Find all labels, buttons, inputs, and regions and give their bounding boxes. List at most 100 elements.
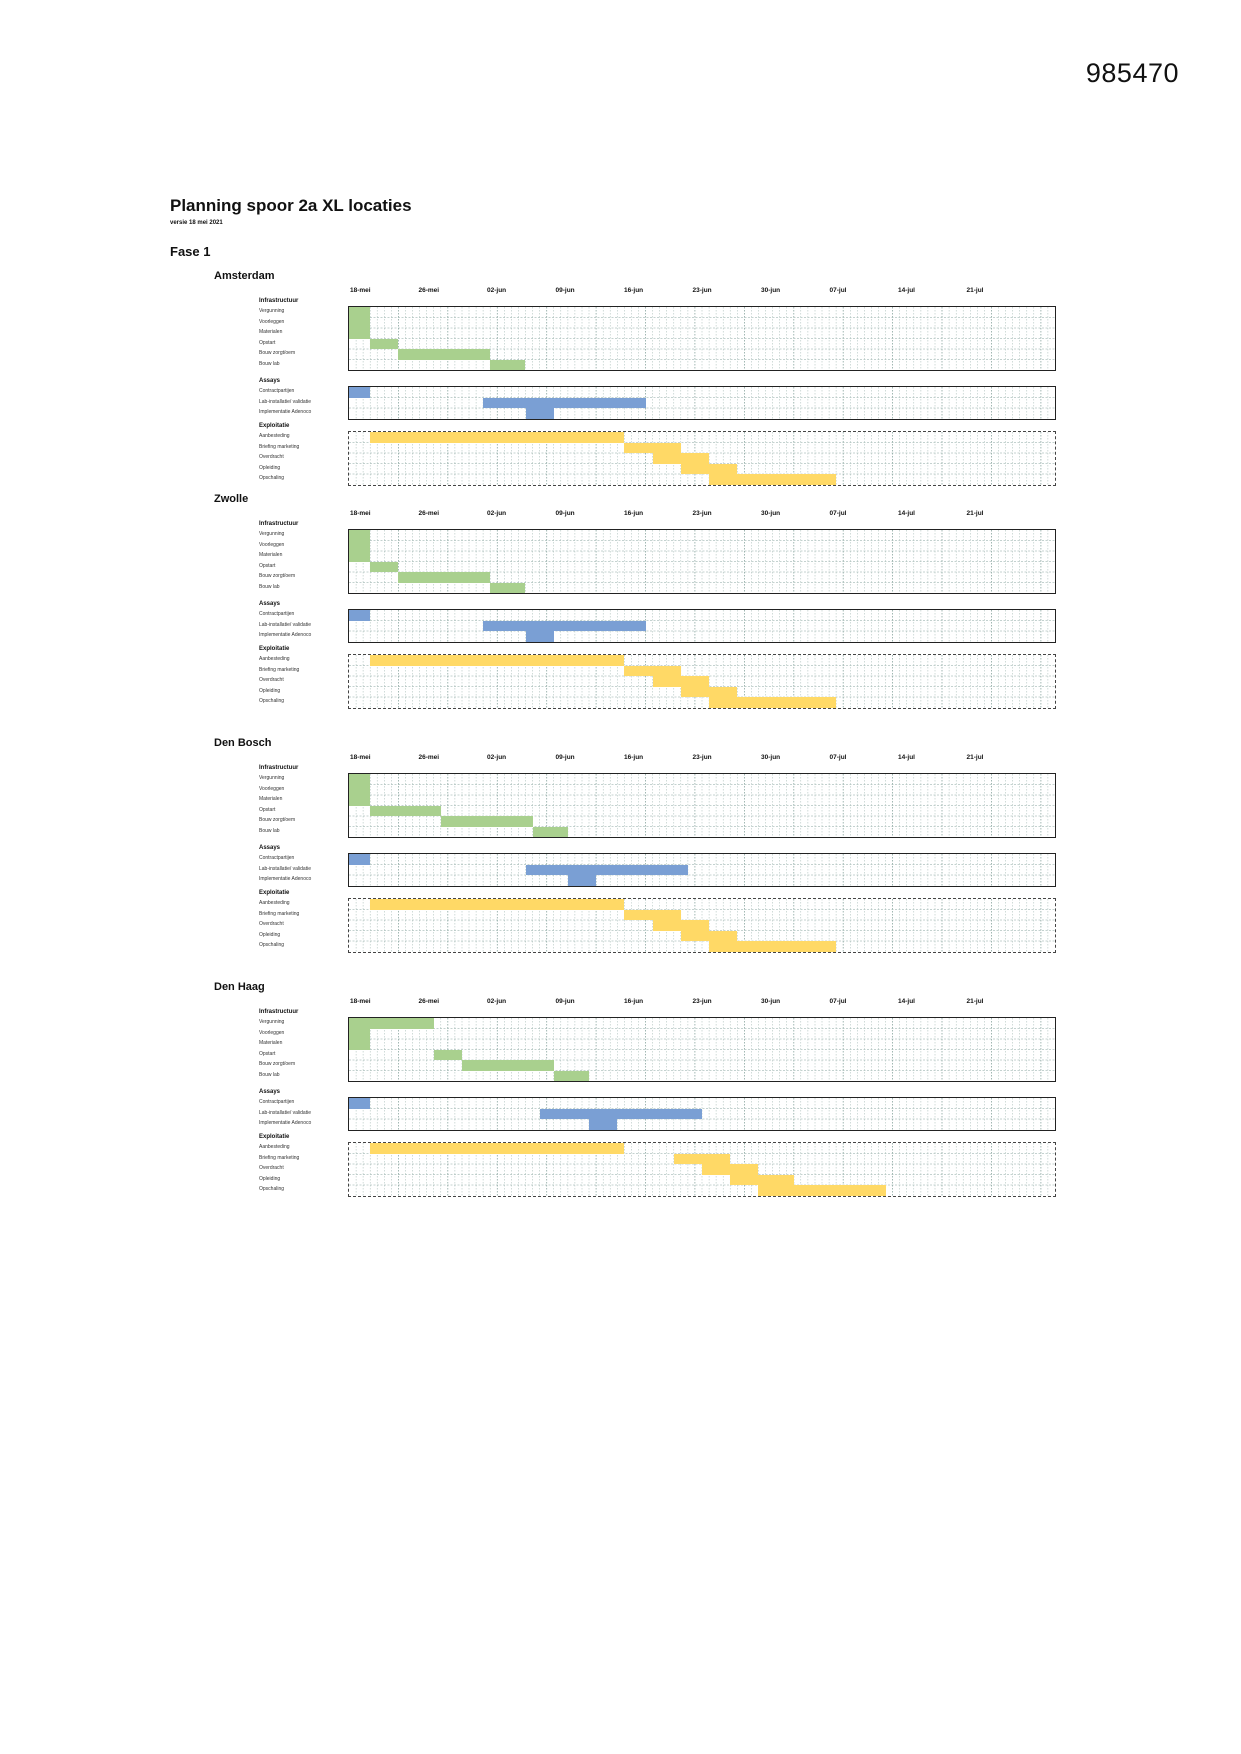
row-label: Overdracht [259,454,284,460]
gantt-bar [673,1153,731,1164]
date-header: 18-mei 26-mei 02-jun 09-jun 16-jun 23-jun 30-j… [348,287,1054,297]
location-name: Zwolle [214,493,249,505]
row-label: Opstart [259,806,276,813]
date-label: 16-jun [624,287,644,294]
row-label: Aanbesteding [259,900,290,906]
row-label: Briefing marketing [259,1154,300,1161]
infra-group-title: Infrastructuur [259,1009,299,1015]
row-label: Voorleggen [259,785,285,792]
row-label: Opstart [259,562,276,569]
assays-gantt-grid [348,1097,1056,1131]
date-label: 14-jul [898,287,915,294]
assays-group-title: Assays [259,1089,281,1095]
row-label: Vergunning [259,1019,285,1025]
date-label: 07-jul [829,510,847,517]
gantt-bar [433,1049,462,1060]
gantt-bar [525,408,554,419]
gantt-bar [680,686,738,697]
row-label: Opstart [259,1050,276,1057]
date-label: 02-jun [487,510,507,517]
row-label: Bouw lab [259,1071,280,1078]
gantt-bar [370,899,625,910]
row-label: Bouw zorgt/oem [259,817,296,823]
gantt-bar [349,854,371,865]
row-label: Lab-installatie/ validatie [259,398,311,405]
date-label: 18-mei [350,754,371,761]
page-title: Planning spoor 2a XL locaties [170,196,412,215]
exploitatie-group-title: Exploitatie [259,1134,290,1140]
date-label: 21-jul [966,754,984,761]
date-label: 14-jul [898,510,915,517]
grid-lines [349,1098,1055,1130]
infra-gantt-grid [348,529,1056,594]
date-label: 21-jul [966,998,984,1005]
grid-lines [349,1143,1055,1196]
row-label: Opstart [259,339,276,346]
gantt-bar [680,930,738,941]
grid-lines [349,899,1055,952]
gantt-bar [589,1119,618,1130]
gantt-bar [349,1098,371,1109]
gantt-bar [532,826,568,837]
gantt-bar [440,816,533,827]
row-label: Vergunning [259,308,285,314]
gantt-bar [730,1174,794,1185]
gantt-bar [370,432,625,443]
date-label: 09-jun [555,287,575,294]
row-label: Opschaling [259,698,285,704]
grid-lines [349,854,1055,886]
row-label: Voorleggen [259,318,285,325]
gantt-bar [652,920,710,931]
row-label: Aanbesteding [259,656,290,662]
gantt-bar [349,540,371,551]
row-label: Implementatie Adenoco [259,409,312,415]
gantt-bar [525,864,688,875]
row-label: Implementatie Adenoco [259,632,312,638]
gantt-bar [370,338,399,349]
gantt-bar [680,463,738,474]
gantt-bar [624,442,681,453]
gantt-bar [525,631,554,642]
gantt-bar [349,795,371,806]
row-label: Bouw zorgt/oem [259,1061,296,1067]
row-label: Opleiding [259,464,281,471]
gantt-bar [624,665,681,676]
phase-heading: Fase 1 [170,244,211,259]
row-label: Contractpartijen [259,388,295,394]
infra-gantt-grid [348,773,1056,838]
row-label: Contractpartijen [259,1099,295,1105]
row-label: Materialen [259,1040,283,1046]
gantt-bar [483,620,646,631]
row-label: Opschaling [259,942,285,948]
row-label: Opleiding [259,931,281,938]
gantt-bar [349,1028,371,1039]
row-label: Opschaling [259,1186,285,1192]
gantt-bar [624,909,681,920]
date-label: 18-mei [350,510,371,517]
row-label: Lab-installatie/ validatie [259,1109,311,1116]
date-label: 26-mei [418,754,440,761]
gantt-bar [483,397,646,408]
gantt-bar [539,1108,702,1119]
date-label: 14-jul [898,754,915,761]
row-label: Materialen [259,552,283,558]
row-label: Materialen [259,329,283,335]
date-label: 18-mei [350,287,371,294]
gantt-bar [349,610,371,621]
row-label: Vergunning [259,775,285,781]
gantt-bar [652,676,710,687]
gantt-bar [461,1060,554,1071]
date-label: 30-jun [761,287,781,294]
date-label: 09-jun [555,510,575,517]
row-label: Materialen [259,796,283,802]
row-label: Aanbesteding [259,1144,290,1150]
date-label: 23-jun [692,998,712,1005]
date-label: 16-jun [624,998,644,1005]
row-label: Bouw zorgt/oem [259,573,296,579]
row-label: Briefing marketing [259,443,300,450]
location-name: Amsterdam [214,270,275,282]
grid-lines [349,307,1055,370]
exploitatie-gantt-grid: Overeenkomst [348,1142,1056,1197]
date-label: 09-jun [555,998,575,1005]
date-label: 07-jul [829,754,847,761]
